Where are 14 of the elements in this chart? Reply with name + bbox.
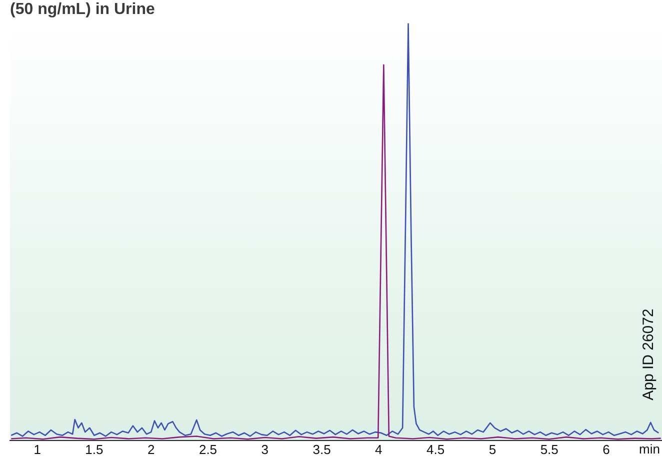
x-tick-label: 1: [34, 442, 41, 457]
chart-title: (50 ng/mL) in Urine: [10, 1, 155, 18]
x-tick-label: 6: [602, 442, 610, 457]
x-tick-label: 2.5: [198, 442, 218, 457]
x-tick-label: 4.5: [426, 442, 445, 457]
x-tick-label: 3.5: [312, 442, 331, 457]
x-tick-label: 5.5: [540, 442, 558, 457]
x-tick-label: 1.5: [85, 442, 104, 457]
x-axis-title: min: [639, 441, 660, 456]
x-tick-label: 2: [147, 442, 155, 457]
annotation: App ID 26072: [640, 308, 658, 400]
x-tick-label: 4: [375, 442, 382, 457]
x-tick-label: 5: [488, 442, 496, 457]
x-tick-label: 3: [261, 442, 268, 457]
